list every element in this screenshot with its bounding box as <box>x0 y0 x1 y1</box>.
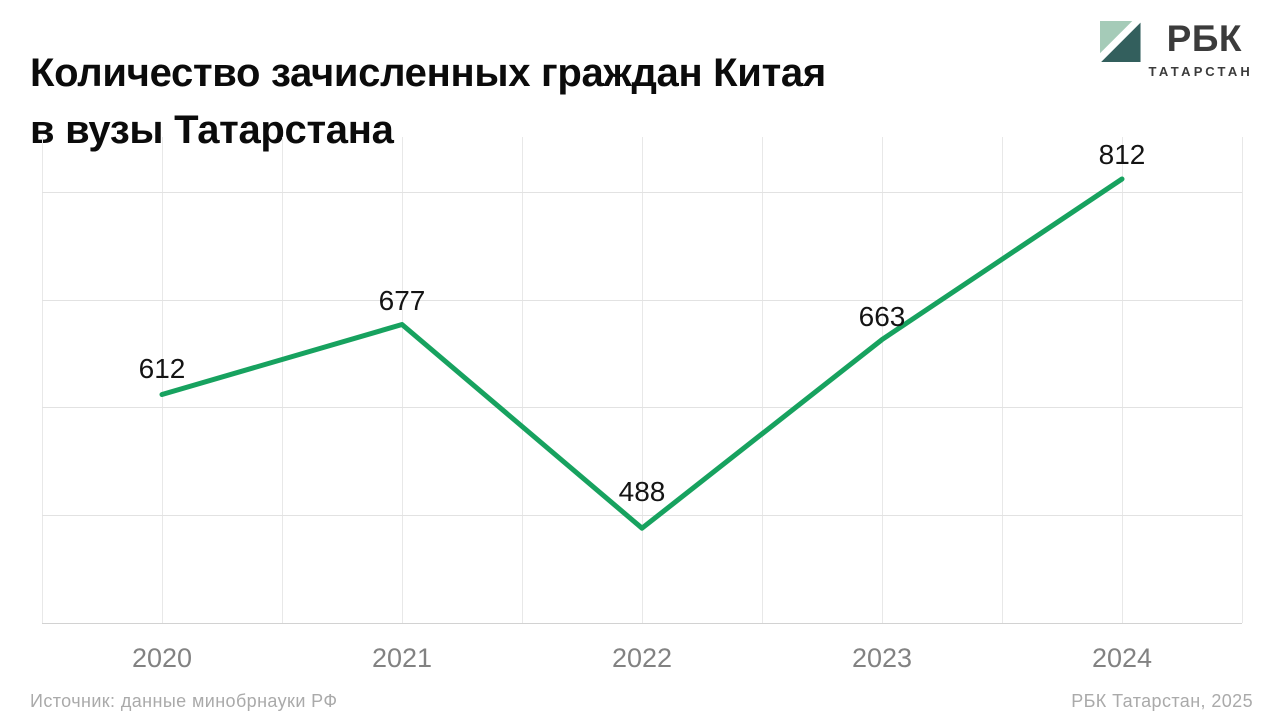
rbc-logo: РБК ТАТАРСТАН <box>1099 20 1253 79</box>
v-gridline <box>882 137 883 623</box>
logo-text: РБК ТАТАРСТАН <box>1149 20 1253 79</box>
x-tick-label: 2024 <box>1091 643 1153 673</box>
data-point-label: 488 <box>618 476 666 508</box>
data-line <box>159 176 1125 531</box>
title-line-1: Количество зачисленных граждан Китая <box>30 50 826 95</box>
data-point-label: 677 <box>378 284 426 316</box>
x-tick-label: 2023 <box>851 643 913 673</box>
v-gridline <box>1002 137 1003 623</box>
rbc-logo-icon <box>1099 21 1141 62</box>
title-line-2: в вузы Татарстана <box>30 107 394 152</box>
v-gridline <box>282 137 283 623</box>
v-gridline <box>762 137 763 623</box>
x-tick-label: 2020 <box>131 643 193 673</box>
h-gridline <box>42 407 1242 409</box>
h-gridline <box>42 299 1242 301</box>
footer: Источник: данные минобрнауки РФ РБК Тата… <box>30 691 1253 712</box>
v-gridline <box>402 137 403 623</box>
h-gridline <box>42 623 1242 624</box>
source-note: Источник: данные минобрнауки РФ <box>30 691 338 711</box>
h-gridline <box>42 191 1242 193</box>
page-title: Количество зачисленных граждан Китая в в… <box>30 45 826 159</box>
data-point-label: 612 <box>138 352 186 384</box>
data-line-svg <box>159 176 1125 531</box>
h-gridline <box>42 515 1242 517</box>
data-point-label: 663 <box>858 300 906 332</box>
v-gridline <box>642 137 643 623</box>
data-point-label: 812 <box>1098 139 1146 171</box>
logo-region: ТАТАРСТАН <box>1148 64 1253 79</box>
v-gridline <box>522 137 523 623</box>
v-gridline <box>1122 137 1123 623</box>
credit-note: РБК Татарстан, 2025 <box>1071 691 1253 711</box>
v-gridline <box>42 137 43 623</box>
v-gridline <box>162 137 163 623</box>
logo-brand: РБК <box>1166 18 1242 59</box>
x-tick-label: 2022 <box>611 643 673 673</box>
x-tick-label: 2021 <box>371 643 433 673</box>
v-gridline <box>1242 137 1243 623</box>
